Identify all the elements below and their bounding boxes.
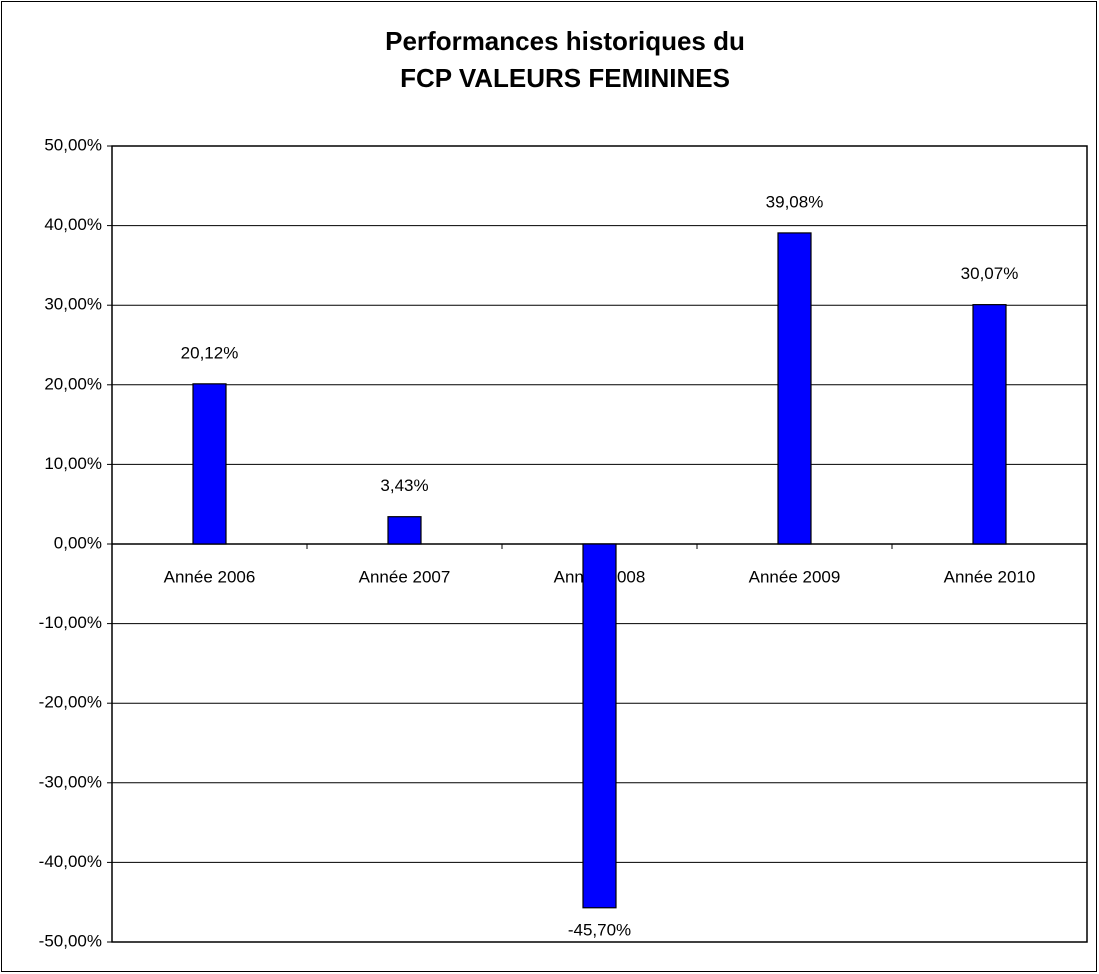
bar xyxy=(387,516,422,545)
data-label: -45,70% xyxy=(568,920,631,939)
y-tick-label: -40,00% xyxy=(39,852,102,871)
y-tick-label: 0,00% xyxy=(54,533,102,552)
y-tick-label: 50,00% xyxy=(44,135,102,154)
bar xyxy=(972,304,1007,545)
bar xyxy=(582,543,617,909)
data-label: 39,08% xyxy=(766,192,824,211)
y-tick-label: 20,00% xyxy=(44,374,102,393)
chart-title: Performances historiques du xyxy=(385,26,745,56)
y-tick-label: 10,00% xyxy=(44,454,102,473)
data-label: 30,07% xyxy=(961,264,1019,283)
x-tick-label: Année 2010 xyxy=(944,567,1036,586)
x-tick-label: Année 2009 xyxy=(749,567,841,586)
bar xyxy=(192,383,227,545)
chart-title: FCP VALEURS FEMININES xyxy=(400,63,730,93)
y-tick-label: 30,00% xyxy=(44,295,102,314)
data-label: 3,43% xyxy=(380,476,428,495)
y-tick-label: -10,00% xyxy=(39,613,102,632)
x-tick-label: Année 2006 xyxy=(164,567,256,586)
y-tick-label: -30,00% xyxy=(39,772,102,791)
y-tick-label: 40,00% xyxy=(44,215,102,234)
x-tick-label: Année 2007 xyxy=(359,567,451,586)
y-tick-label: -50,00% xyxy=(39,931,102,950)
data-label: 20,12% xyxy=(181,343,239,362)
y-tick-label: -20,00% xyxy=(39,693,102,712)
bar xyxy=(777,232,812,545)
